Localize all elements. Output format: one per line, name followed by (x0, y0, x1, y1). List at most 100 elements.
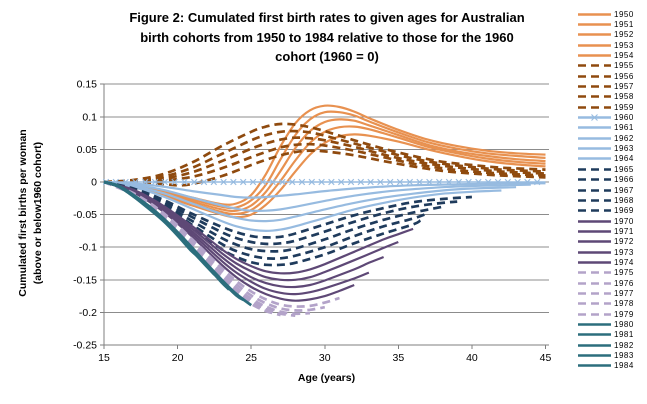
legend-label-1978: 1978 (614, 299, 634, 309)
legend-line-sample-1953 (578, 43, 611, 47)
legend-line-sample-1979 (578, 312, 611, 316)
legend-label-1968: 1968 (614, 195, 634, 205)
legend-line-sample-1956 (578, 74, 611, 78)
legend-row-1961: 1961 (577, 123, 634, 133)
legend-line-sample-1971 (578, 230, 611, 233)
legend-line-sample-1957 (578, 85, 611, 88)
legend-line-sample-1976 (578, 281, 611, 285)
x-marker (338, 178, 345, 186)
legend-line-sample-1958 (578, 95, 611, 99)
legend-row-1960: 1960 (577, 112, 634, 122)
legend-line-sample-1952 (578, 33, 611, 37)
x-marker (328, 178, 335, 186)
legend-line-sample-1950 (578, 12, 611, 16)
legend-line-sample-1968 (578, 199, 611, 202)
plot-line-1959 (103, 149, 546, 187)
legend-label-1965: 1965 (614, 164, 634, 174)
legend-row-1981: 1981 (577, 330, 634, 340)
legend-label-1954: 1954 (614, 51, 634, 61)
legend-label-1979: 1979 (614, 309, 634, 319)
legend-line-sample-1966 (578, 178, 611, 181)
y-tick-label: -0.15 (73, 274, 97, 286)
x-tick-label: 20 (172, 352, 184, 364)
legend-line-sample-1954 (578, 54, 611, 57)
plot-line-1972 (103, 180, 385, 289)
legend-row-1954: 1954 (577, 50, 634, 60)
legend-label-1982: 1982 (614, 340, 634, 350)
legend-row-1964: 1964 (577, 154, 634, 164)
x-marker (240, 178, 247, 186)
x-marker (269, 178, 276, 186)
legend-line-sample-1983 (578, 354, 611, 357)
legend-label-1952: 1952 (614, 30, 634, 40)
legend-line-sample-1981 (578, 333, 611, 337)
legend-line-sample-1984 (578, 364, 611, 368)
legend-line-sample-1972 (578, 240, 611, 244)
legend-row-1958: 1958 (577, 92, 634, 102)
legend-row-1956: 1956 (577, 71, 634, 81)
y-tick-label: 0.1 (82, 111, 97, 123)
legend-label-1961: 1961 (614, 123, 634, 133)
legend-label-1964: 1964 (614, 154, 634, 164)
y-tick-label: -0.05 (73, 209, 97, 221)
x-tick-label: 45 (540, 352, 552, 364)
plot-line-1984 (103, 180, 201, 259)
plot-line-1956 (103, 129, 546, 184)
x-marker (279, 178, 286, 186)
y-tick-label: 0.15 (77, 79, 98, 91)
legend-label-1984: 1984 (614, 361, 634, 371)
legend-row-1977: 1977 (577, 288, 634, 298)
y-tick-label: -0.2 (79, 307, 97, 319)
legend-label-1963: 1963 (614, 144, 634, 154)
legend-row-1971: 1971 (577, 226, 634, 236)
legend-line-sample-1980 (578, 323, 611, 326)
legend-line-sample-1962 (578, 136, 611, 140)
legend-line-sample-1975 (578, 271, 611, 275)
legend-label-1957: 1957 (614, 82, 634, 92)
x-tick-label: 15 (98, 352, 110, 364)
legend-row-1982: 1982 (577, 340, 634, 350)
x-marker (347, 178, 355, 186)
plot-line-1967 (103, 180, 443, 253)
x-marker (249, 178, 257, 186)
x-tick-label: 35 (392, 352, 404, 364)
legend-label-1974: 1974 (614, 257, 634, 267)
x-marker (416, 178, 423, 186)
legend-row-1955: 1955 (577, 61, 634, 71)
legend-line-sample-1959 (578, 105, 611, 109)
legend-line-sample-1951 (578, 23, 611, 26)
legend-line-sample-1967 (578, 188, 611, 192)
y-tick-label: -0.25 (73, 340, 97, 352)
legend-label-1983: 1983 (614, 351, 634, 361)
legend-label-1958: 1958 (614, 92, 634, 102)
legend-row-1950: 1950 (577, 9, 634, 19)
plot-line-1962 (103, 180, 531, 212)
legend-row-1953: 1953 (577, 40, 634, 50)
plot-line-1951 (103, 110, 546, 210)
legend-row-1970: 1970 (577, 216, 634, 226)
legend-row-1968: 1968 (577, 195, 634, 205)
legend-label-1969: 1969 (614, 206, 634, 216)
x-marker (181, 178, 188, 186)
x-marker (298, 178, 306, 186)
legend-row-1978: 1978 (577, 299, 634, 309)
x-marker (396, 178, 404, 186)
legend-row-1963: 1963 (577, 143, 634, 153)
legend-label-1950: 1950 (614, 9, 634, 19)
legend-line-sample-1960 (578, 114, 611, 121)
legend-row-1975: 1975 (577, 268, 634, 278)
legend-x-marker (591, 114, 598, 121)
x-marker (161, 178, 168, 186)
legend-row-1967: 1967 (577, 185, 634, 195)
x-marker (289, 178, 296, 186)
chart-title: Figure 2: Cumulated first birth rates to… (62, 8, 592, 67)
x-marker (318, 178, 325, 186)
legend-label-1967: 1967 (614, 185, 634, 195)
x-marker (367, 178, 374, 186)
x-marker (200, 178, 208, 186)
legend-row-1966: 1966 (577, 175, 634, 185)
legend-row-1979: 1979 (577, 309, 634, 319)
chart-title-line3: cohort (1960 = 0) (275, 49, 379, 64)
legend-label-1976: 1976 (614, 278, 634, 288)
